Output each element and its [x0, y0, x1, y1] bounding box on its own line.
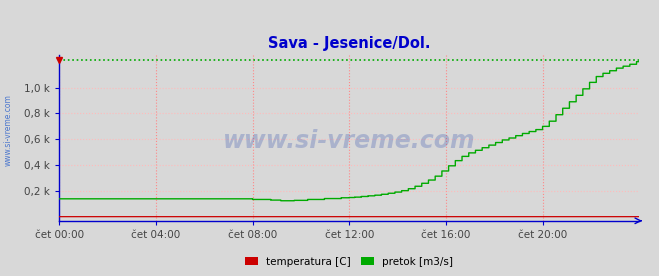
Title: Sava - Jesenice/Dol.: Sava - Jesenice/Dol.: [268, 36, 430, 51]
Text: www.si-vreme.com: www.si-vreme.com: [4, 94, 13, 166]
Text: www.si-vreme.com: www.si-vreme.com: [223, 129, 476, 153]
Legend: temperatura [C], pretok [m3/s]: temperatura [C], pretok [m3/s]: [241, 253, 457, 271]
